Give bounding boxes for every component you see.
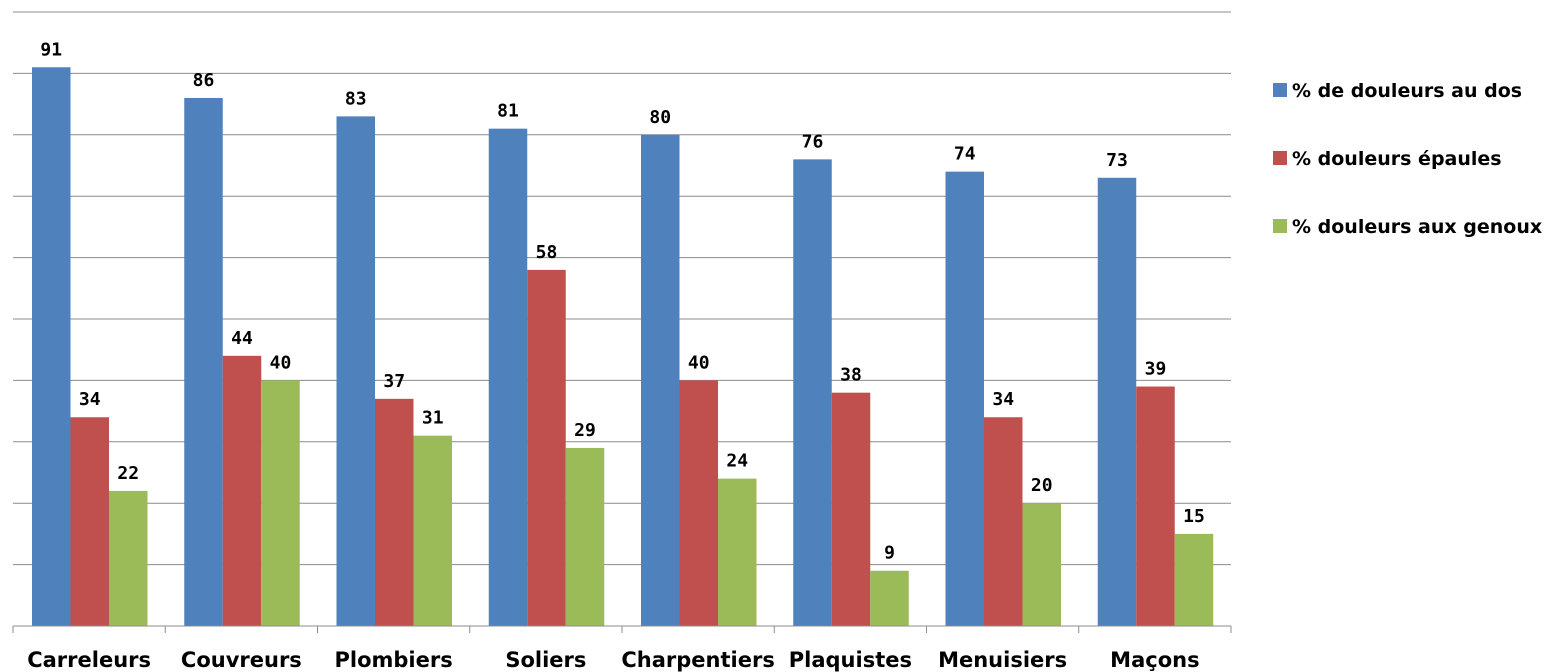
x-tick-label: Menuisiers: [938, 648, 1067, 672]
data-label: 29: [574, 420, 596, 441]
bar: [184, 97, 223, 626]
data-label: 22: [117, 463, 139, 484]
data-label: 83: [345, 88, 367, 109]
bar: [565, 447, 605, 626]
data-label: 81: [497, 101, 519, 122]
data-label: 91: [40, 39, 62, 60]
bar: [831, 392, 871, 626]
bar: [261, 380, 300, 626]
x-tick-label: Plombiers: [335, 648, 453, 672]
legend-label: % douleurs épaules: [1292, 148, 1502, 170]
data-label: 76: [802, 131, 824, 152]
data-label: 9: [884, 543, 895, 564]
data-label: 58: [536, 242, 558, 263]
bar: [527, 269, 566, 626]
legend-swatch: [1273, 219, 1287, 233]
bar: [1174, 533, 1214, 626]
data-label: 86: [193, 70, 215, 91]
data-labels: 91 34 22 86 44 40 83 37 31 81 58 29 80 40 24 76 38 9 74 34 2…: [40, 39, 1204, 563]
data-label: 40: [688, 352, 710, 373]
bar: [793, 159, 832, 627]
data-label: 24: [726, 451, 748, 472]
bar: [1022, 503, 1061, 626]
data-label: 15: [1183, 506, 1205, 527]
legend-swatch: [1273, 151, 1287, 165]
data-label: 40: [270, 352, 292, 373]
bar: [336, 116, 375, 626]
bar: [32, 67, 71, 626]
data-label: 39: [1145, 359, 1167, 380]
bar: [488, 128, 528, 626]
bar: [1097, 177, 1137, 626]
bar: [679, 380, 718, 626]
bar: [109, 490, 148, 626]
x-tick-label: Plaquistes: [789, 648, 912, 672]
bar: [870, 570, 909, 626]
bar: [375, 398, 414, 626]
bar: [413, 435, 452, 626]
bar-series-group: [32, 67, 1214, 627]
data-label: 20: [1031, 475, 1053, 496]
x-tick-label: Maçons: [1110, 648, 1199, 672]
data-label: 80: [649, 107, 671, 128]
x-tick-label: Couvreurs: [181, 648, 302, 672]
x-tick-label: Charpentiers: [621, 648, 774, 672]
legend: % de douleurs au dos % douleurs épaules % …: [1273, 80, 1542, 238]
bar: [718, 478, 757, 626]
x-tick-label: Carreleurs: [27, 648, 151, 672]
data-label: 34: [992, 389, 1014, 410]
bar: [945, 171, 984, 626]
data-label: 74: [954, 144, 976, 165]
bar: [641, 134, 680, 627]
legend-swatch: [1273, 83, 1287, 97]
bar: [1136, 386, 1175, 626]
x-tick-label: Soliers: [505, 648, 586, 672]
x-axis: Carreleurs Couvreurs Plombiers Soliers Charp…: [12, 625, 1232, 672]
bar: [222, 355, 262, 626]
bar: [984, 417, 1023, 626]
legend-label: % de douleurs au dos: [1292, 80, 1522, 102]
data-label: 37: [383, 371, 405, 392]
legend-label: % douleurs aux genoux: [1292, 216, 1542, 238]
data-label: 38: [840, 365, 862, 386]
data-label: 73: [1106, 150, 1128, 171]
bar: [70, 417, 109, 626]
data-label: 31: [422, 408, 444, 429]
data-label: 44: [231, 328, 253, 349]
data-label: 34: [79, 389, 101, 410]
